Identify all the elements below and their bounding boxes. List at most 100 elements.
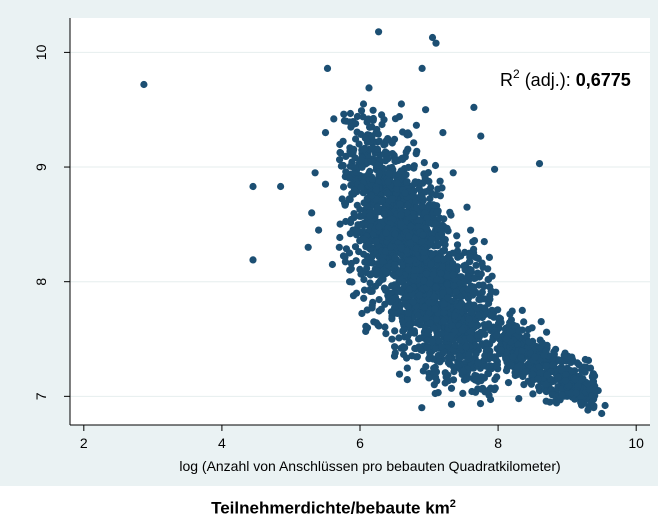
scatter-point: [347, 259, 355, 268]
scatter-point: [444, 353, 452, 362]
scatter-point: [467, 226, 475, 234]
scatter-point: [537, 318, 545, 326]
scatter-point: [502, 355, 510, 363]
scatter-point: [277, 182, 285, 191]
scatter-point: [428, 338, 437, 346]
scatter-point: [555, 356, 563, 364]
scatter-point: [346, 266, 354, 274]
scatter-point: [480, 321, 488, 329]
scatter-point: [422, 270, 431, 278]
scatter-point: [577, 399, 585, 407]
scatter-point: [426, 195, 434, 203]
scatter-point: [391, 343, 399, 351]
scatter-point: [459, 367, 468, 375]
scatter-point: [434, 389, 442, 397]
scatter-point: [588, 392, 596, 400]
scatter-point: [484, 369, 492, 377]
scatter-point: [586, 385, 594, 393]
scatter-point: [430, 364, 438, 372]
scatter-point: [397, 220, 405, 228]
scatter-point: [366, 270, 374, 278]
scatter-point: [561, 377, 570, 385]
scatter-point: [381, 247, 390, 255]
scatter-point: [440, 215, 448, 223]
scatter-point: [345, 249, 354, 257]
chart-frame: 7 8 9 10 2 4 6 8 10 log (Anzahl von Anschlüssen …: [0, 0, 658, 486]
r2-value: 0,6775: [576, 70, 631, 90]
scatter-point: [393, 185, 401, 193]
scatter-point: [571, 375, 580, 383]
scatter-point: [430, 324, 438, 332]
axes: 7 8 9 10 2 4 6 8 10: [33, 18, 650, 451]
scatter-point: [421, 188, 429, 196]
scatter-point: [535, 363, 543, 371]
x-axis-title: log (Anzahl von Anschlüssen pro bebauten…: [179, 458, 560, 474]
scatter-point: [384, 178, 392, 186]
scatter-point: [502, 367, 511, 375]
scatter-point: [375, 28, 383, 36]
scatter-point: [403, 178, 411, 186]
scatter-point: [363, 138, 371, 146]
scatter-point: [330, 115, 338, 123]
scatter-point: [474, 359, 482, 367]
scatter-point: [479, 263, 487, 271]
scatter-point: [484, 276, 492, 284]
scatter-point: [377, 305, 385, 313]
scatter-point: [340, 183, 348, 191]
scatter-point: [428, 250, 436, 258]
scatter-point: [397, 100, 405, 108]
scatter-point: [346, 109, 354, 118]
scatter-point: [356, 212, 364, 220]
scatter-point: [476, 400, 485, 408]
scatter-point: [474, 385, 482, 393]
scatter-point: [375, 296, 383, 304]
scatter-point: [451, 312, 459, 320]
scatter-point: [382, 330, 390, 338]
scatter-point: [429, 271, 437, 279]
scatter-point: [372, 282, 380, 290]
scatter-point: [352, 135, 360, 143]
scatter-point: [364, 115, 372, 123]
scatter-point: [366, 285, 374, 293]
scatter-point: [382, 229, 390, 237]
scatter-point: [365, 240, 373, 248]
scatter-point: [491, 165, 499, 173]
scatter-point: [456, 336, 464, 345]
scatter-point: [406, 239, 414, 247]
scatter-point: [581, 355, 589, 364]
scatter-point: [401, 344, 409, 352]
scatter-point: [380, 210, 388, 218]
scatter-point: [404, 163, 412, 171]
scatter-point: [443, 281, 451, 289]
scatter-point: [395, 269, 403, 277]
scatter-point: [335, 243, 343, 251]
scatter-point: [140, 80, 148, 89]
scatter-point: [359, 100, 368, 108]
scatter-point: [375, 137, 383, 145]
scatter-point: [573, 359, 581, 367]
scatter-point: [467, 266, 475, 274]
scatter-point: [515, 395, 523, 403]
scatter-point: [422, 106, 430, 114]
scatter-point: [342, 217, 350, 226]
scatter-point: [410, 162, 418, 170]
scatter-point: [465, 315, 473, 323]
scatter-point: [340, 110, 348, 118]
scatter-point: [336, 148, 344, 157]
scatter-point: [388, 163, 396, 172]
scatter-point: [507, 361, 515, 369]
scatter-point: [415, 291, 423, 299]
scatter-point: [587, 398, 595, 406]
scatter-point: [560, 351, 568, 359]
scatter-point: [399, 327, 407, 335]
scatter-point: [449, 376, 458, 384]
scatter-point: [513, 363, 521, 371]
scatter-point: [409, 192, 417, 200]
scatter-point: [422, 314, 430, 322]
scatter-point: [598, 409, 606, 418]
scatter-point: [427, 184, 435, 192]
scatter-point: [428, 235, 436, 243]
scatter-point: [502, 335, 510, 343]
scatter-point: [404, 129, 412, 137]
scatter-point: [438, 230, 446, 238]
